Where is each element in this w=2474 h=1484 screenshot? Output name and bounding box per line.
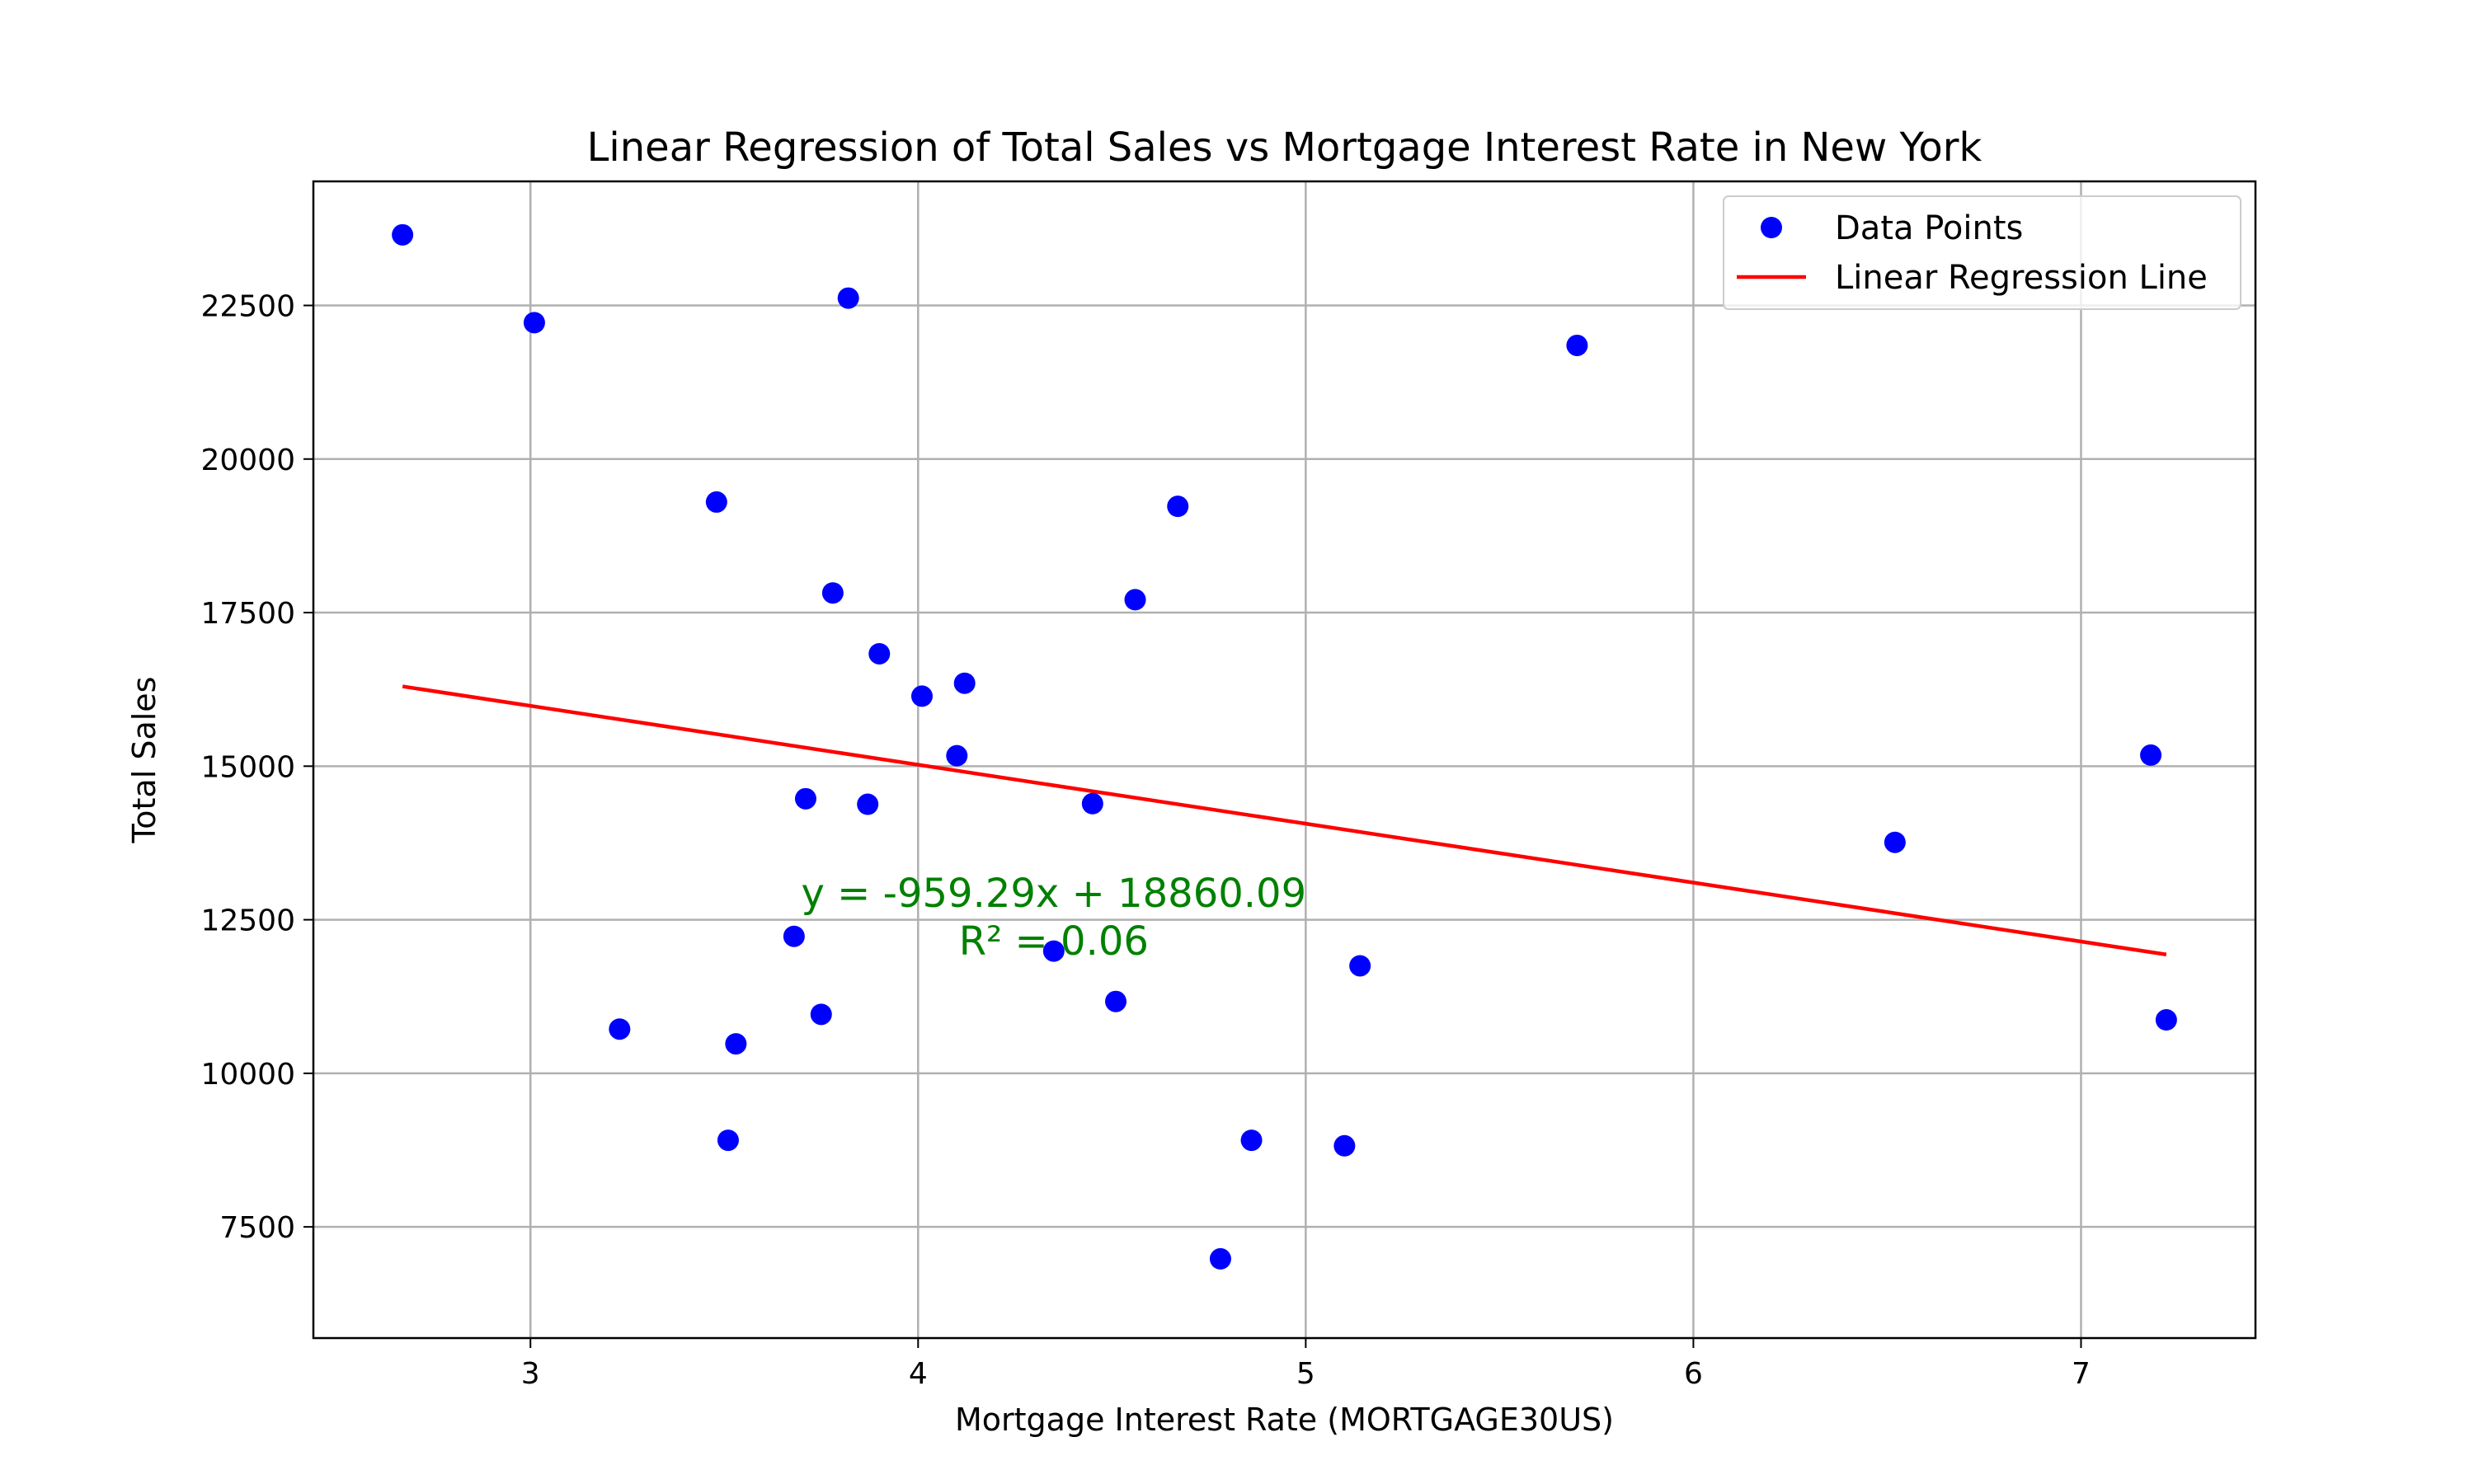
y-tick-label: 12500 bbox=[200, 904, 295, 938]
x-tick-label: 3 bbox=[521, 1357, 540, 1391]
data-point bbox=[1042, 940, 1065, 962]
legend-label-regression-line: Linear Regression Line bbox=[1835, 259, 2208, 297]
x-axis-label: Mortgage Interest Rate (MORTGAGE30US) bbox=[955, 1402, 1614, 1438]
legend: Data Points Linear Regression Line bbox=[1723, 195, 2241, 310]
x-tick-label: 7 bbox=[2072, 1357, 2091, 1391]
x-tick-label: 5 bbox=[1296, 1357, 1315, 1391]
regression-line bbox=[402, 684, 2167, 956]
data-point bbox=[783, 925, 805, 947]
regression-annotation: y = -959.29x + 18860.09 R² = 0.06 bbox=[802, 871, 1307, 965]
y-tick-label: 7500 bbox=[219, 1211, 295, 1245]
data-point bbox=[821, 582, 844, 604]
y-axis-label: Total Sales bbox=[126, 677, 162, 844]
y-tick-label: 17500 bbox=[200, 597, 295, 631]
data-point bbox=[1333, 1134, 1356, 1157]
x-ticks: 3 4 5 6 7 bbox=[521, 1338, 2091, 1391]
data-point bbox=[1884, 831, 1906, 853]
data-point bbox=[1349, 955, 1371, 977]
data-point bbox=[609, 1018, 631, 1040]
y-tick-label: 15000 bbox=[200, 750, 295, 784]
y-tick-label: 22500 bbox=[200, 290, 295, 324]
data-point bbox=[810, 1003, 832, 1026]
data-point bbox=[2155, 1009, 2177, 1031]
data-point bbox=[523, 312, 545, 334]
data-point bbox=[1081, 792, 1103, 815]
chart-title: Linear Regression of Total Sales vs Mort… bbox=[587, 124, 1982, 171]
data-point bbox=[392, 223, 414, 246]
data-point bbox=[837, 287, 859, 309]
data-point bbox=[1105, 990, 1127, 1012]
data-point bbox=[953, 672, 976, 694]
x-tick-label: 4 bbox=[909, 1357, 928, 1391]
regression-equation: y = -959.29x + 18860.09 bbox=[802, 871, 1307, 917]
data-points-layer bbox=[392, 223, 2177, 1270]
data-point bbox=[857, 793, 879, 815]
data-point bbox=[1167, 495, 1189, 518]
data-point bbox=[946, 744, 968, 767]
y-ticks: 7500 10000 12500 15000 17500 20000 22500 bbox=[200, 290, 313, 1245]
data-point bbox=[2140, 744, 2162, 766]
data-point bbox=[868, 642, 891, 665]
r-squared-label: R² = 0.06 bbox=[959, 918, 1149, 965]
regression-layer bbox=[402, 684, 2167, 956]
plot-frame bbox=[312, 180, 2257, 1340]
data-point bbox=[705, 491, 727, 513]
data-point bbox=[717, 1129, 739, 1152]
x-tick-label: 6 bbox=[1684, 1357, 1703, 1391]
grid bbox=[313, 181, 2255, 1338]
legend-label-data-points: Data Points bbox=[1835, 209, 2023, 247]
data-point bbox=[910, 685, 933, 707]
legend-marker-data-points bbox=[1761, 217, 1782, 238]
y-tick-label: 20000 bbox=[200, 444, 295, 477]
legend-box bbox=[1723, 195, 2241, 310]
data-point bbox=[1566, 334, 1588, 356]
data-point bbox=[725, 1033, 747, 1055]
data-point bbox=[1240, 1129, 1263, 1152]
data-point bbox=[1209, 1247, 1231, 1270]
data-point bbox=[1124, 589, 1146, 611]
y-tick-label: 10000 bbox=[200, 1058, 295, 1092]
data-point bbox=[794, 787, 816, 810]
